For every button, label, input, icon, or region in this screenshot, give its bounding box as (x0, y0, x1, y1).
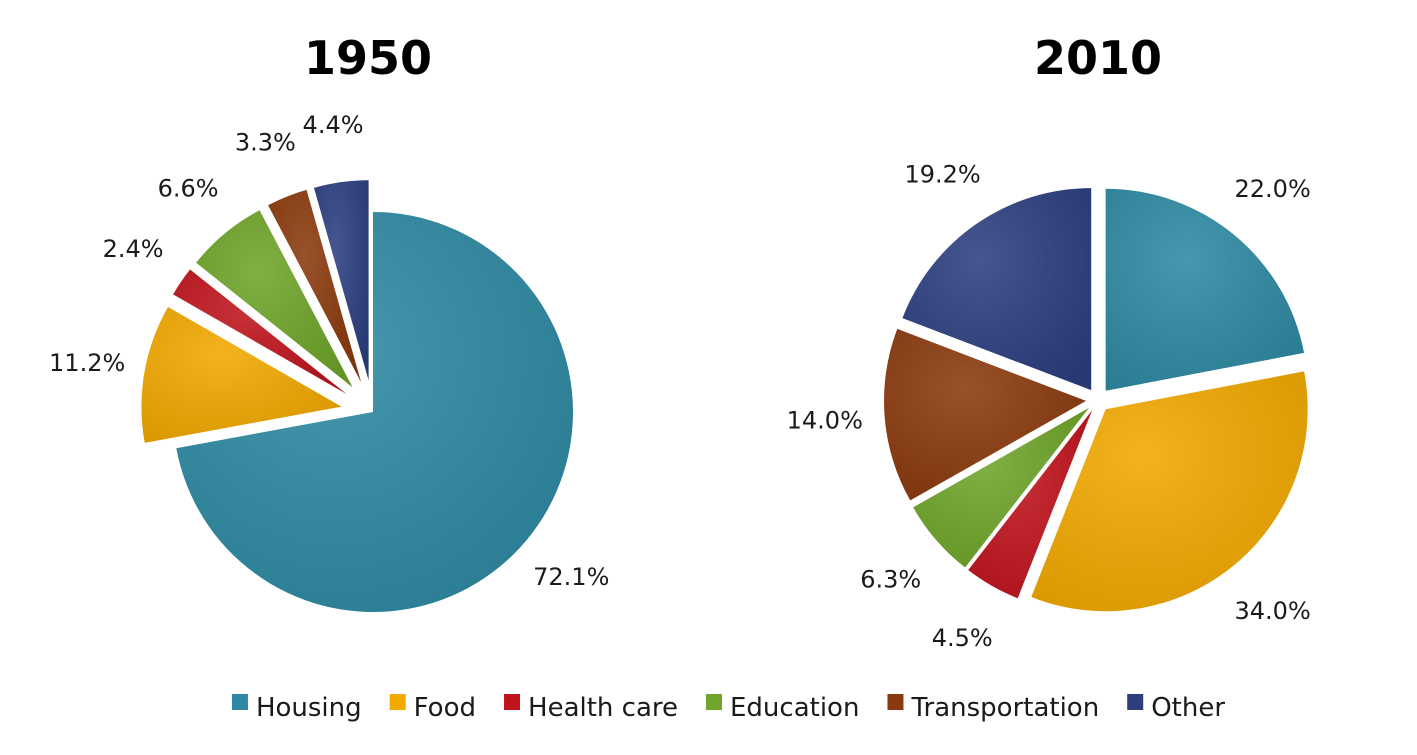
pie-1950-label-food: 11.2% (49, 349, 125, 377)
pie-1950-slices (141, 180, 574, 612)
pie-1950-slice-shade-housing (176, 212, 574, 612)
legend-label-health-care: Health care (528, 693, 678, 723)
legend-label-housing: Housing (256, 693, 362, 723)
legend-swatch-housing (231, 694, 248, 710)
legend-swatch-health-care (504, 694, 521, 710)
pie-2010-label-other: 19.2% (904, 160, 980, 188)
pie-2010-slice-shade-transportation (884, 328, 1087, 501)
pie-1950-slice-shade-health-care (173, 269, 347, 395)
pie-1950-label-transportation: 3.3% (235, 129, 296, 157)
legend-swatch-food (389, 694, 406, 710)
legend-label-education: Education (730, 693, 859, 723)
pie-2010-slice-shade-other (902, 188, 1092, 391)
pie-2010-label-education: 6.3% (860, 565, 921, 593)
pie-1950-slice-shade-other (314, 180, 369, 381)
pie-1950-slice-shade-education (196, 210, 353, 388)
pie-2010-slices (884, 188, 1308, 612)
pie-2010-label-transportation: 14.0% (787, 407, 863, 435)
pie-chart-1950: 1950 72.1% 11.2% 2.4% 6.6% 3.3%4.4% (49, 31, 609, 612)
pie-2010-labels: 22.0% 34.0% 4.5% 6.3% 14.0% 19.2% (787, 160, 1311, 652)
pie-1950-label-housing: 72.1% (533, 563, 609, 591)
pie-chart-2010: 2010 22.0% 34.0% 4.5% 6.3% 14.0% 19.2% (787, 31, 1311, 652)
pie-1950-slice-shade-food (141, 306, 342, 443)
pie-1950-label-other: 4.4% (303, 111, 364, 139)
pie-1950-label-health-care: 2.4% (103, 235, 164, 263)
legend-swatch-other (1127, 694, 1144, 710)
pie-2010-slice-shade-education (913, 407, 1089, 568)
chart-title-2010: 2010 (1034, 31, 1162, 85)
legend-label-food: Food (414, 693, 476, 723)
pie-2010-slice-shade-health-care (968, 410, 1093, 599)
legend-label-other: Other (1151, 693, 1225, 723)
pie-2010-slice-shade-housing (1105, 188, 1305, 391)
pie-2010-label-health-care: 4.5% (932, 624, 993, 652)
pie-2010-label-housing: 22.0% (1235, 175, 1311, 203)
legend: Housing Food Health care Education Transport… (231, 693, 1225, 723)
legend-swatch-transportation (887, 694, 904, 710)
legend-swatch-education (706, 694, 723, 710)
pie-2010-label-food: 34.0% (1235, 597, 1311, 625)
pie-1950-slice-shade-transportation (268, 189, 362, 383)
pie-1950-labels: 72.1% 11.2% 2.4% 6.6% 3.3%4.4% (49, 111, 609, 591)
pie-2010-slice-shade-food (1031, 371, 1308, 612)
pie-1950-label-education: 6.6% (158, 175, 219, 203)
legend-label-transportation: Transportation (910, 693, 1099, 723)
chart-title-1950: 1950 (304, 31, 432, 85)
